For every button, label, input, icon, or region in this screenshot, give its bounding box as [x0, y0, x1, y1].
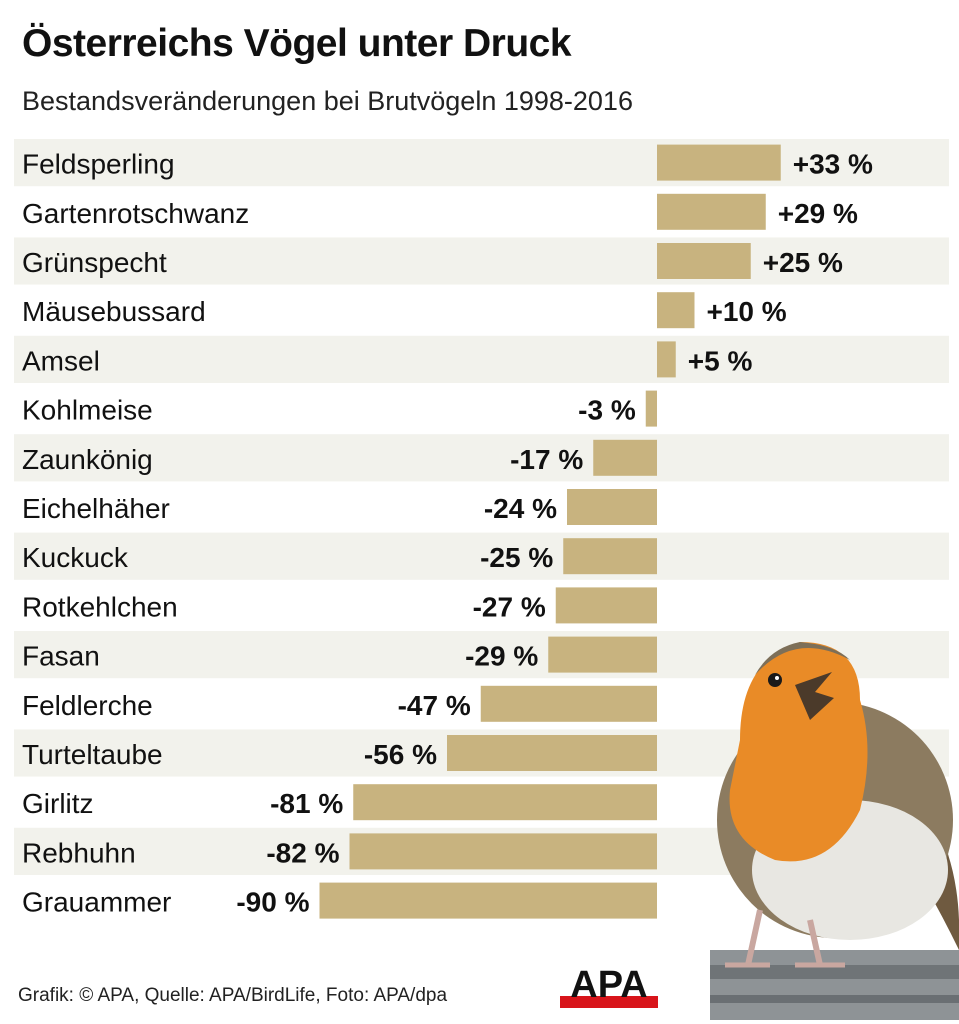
- value-label: -47 %: [398, 690, 471, 721]
- bar: [555, 587, 657, 624]
- bar: [657, 292, 695, 329]
- category-label: Zaunkönig: [22, 444, 153, 475]
- category-label: Mäusebussard: [22, 296, 206, 327]
- row-stripe: [14, 237, 949, 285]
- category-label: Gartenrotschwanz: [22, 198, 249, 229]
- value-label: -17 %: [510, 444, 583, 475]
- bar: [319, 882, 657, 919]
- bar-chart: Feldsperling +33 % Gartenrotschwanz +29 % Gr…: [14, 139, 949, 919]
- bar: [593, 439, 657, 476]
- row-stripe: [14, 335, 949, 383]
- robin-eye: [768, 673, 782, 687]
- bar: [657, 341, 676, 378]
- category-label: Grünspecht: [22, 247, 167, 278]
- category-label: Turteltaube: [22, 739, 163, 770]
- row-stripe: [14, 532, 949, 580]
- value-label: -56 %: [364, 739, 437, 770]
- bar: [353, 784, 657, 821]
- category-label: Kohlmeise: [22, 395, 153, 426]
- category-label: Amsel: [22, 345, 100, 376]
- chart-subtitle: Bestandsveränderungen bei Brutvögeln 199…: [22, 86, 633, 116]
- category-label: Girlitz: [22, 788, 94, 819]
- source-note: Grafik: © APA, Quelle: APA/BirdLife, Fot…: [18, 985, 448, 1006]
- robin-beak: [795, 672, 834, 720]
- value-label: -81 %: [270, 788, 343, 819]
- row-stripe: [14, 139, 949, 187]
- apa-logo: APA: [560, 964, 658, 1008]
- value-label: -25 %: [480, 542, 553, 573]
- value-label: -29 %: [465, 641, 538, 672]
- robin-breast: [729, 642, 868, 862]
- value-label: +33 %: [793, 149, 873, 180]
- category-label: Fasan: [22, 641, 100, 672]
- category-label: Feldsperling: [22, 149, 175, 180]
- robin-photo: [710, 642, 959, 1020]
- value-label: -3 %: [578, 395, 636, 426]
- logo-text: APA: [570, 964, 647, 1006]
- category-label: Feldlerche: [22, 690, 153, 721]
- chart-title: Österreichs Vögel unter Druck: [22, 22, 572, 65]
- bar: [567, 489, 657, 525]
- value-label: +25 %: [763, 247, 843, 278]
- value-label: +5 %: [688, 345, 753, 376]
- bar: [480, 685, 657, 722]
- bar: [563, 538, 657, 575]
- category-label: Eichelhäher: [22, 493, 170, 524]
- bar: [657, 243, 751, 279]
- bar: [657, 193, 766, 230]
- category-label: Rotkehlchen: [22, 591, 178, 622]
- value-label: +29 %: [778, 198, 858, 229]
- bar: [645, 390, 657, 427]
- bar: [447, 735, 657, 771]
- category-label: Grauammer: [22, 887, 171, 918]
- logo-red-bar: [560, 996, 658, 1008]
- value-label: -90 %: [236, 887, 309, 918]
- value-label: -27 %: [473, 591, 546, 622]
- value-label: -24 %: [484, 493, 557, 524]
- bar: [349, 833, 657, 870]
- robin-legs: [745, 909, 823, 966]
- bar: [548, 636, 657, 673]
- row-stripe: [14, 434, 949, 482]
- bar: [657, 144, 781, 181]
- category-label: Kuckuck: [22, 542, 129, 573]
- category-label: Rebhuhn: [22, 837, 136, 868]
- value-label: -82 %: [266, 837, 339, 868]
- value-label: +10 %: [707, 296, 787, 327]
